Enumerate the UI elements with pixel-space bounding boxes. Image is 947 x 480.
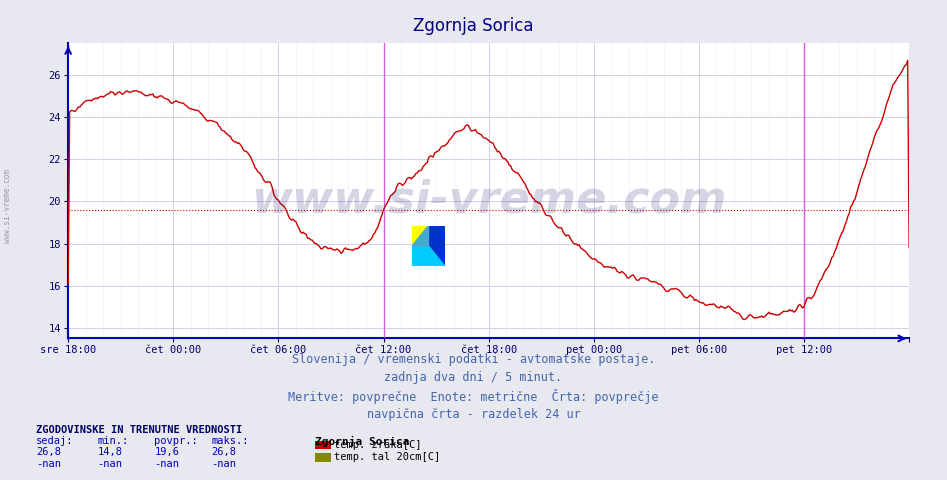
- Polygon shape: [412, 246, 428, 266]
- Text: -nan: -nan: [211, 459, 236, 469]
- Polygon shape: [412, 226, 428, 246]
- Text: 14,8: 14,8: [98, 447, 122, 457]
- Text: -nan: -nan: [36, 459, 61, 469]
- Text: 26,8: 26,8: [36, 447, 61, 457]
- Text: Zgornja Sorica: Zgornja Sorica: [315, 436, 410, 447]
- Text: maks.:: maks.:: [211, 436, 249, 446]
- Text: -nan: -nan: [98, 459, 122, 469]
- Text: www.si-vreme.com: www.si-vreme.com: [251, 178, 726, 221]
- Text: -nan: -nan: [154, 459, 179, 469]
- Text: min.:: min.:: [98, 436, 129, 446]
- Text: Slovenija / vremenski podatki - avtomatske postaje.: Slovenija / vremenski podatki - avtomats…: [292, 353, 655, 366]
- Polygon shape: [428, 226, 445, 266]
- Text: temp. tal 20cm[C]: temp. tal 20cm[C]: [334, 453, 440, 462]
- Polygon shape: [428, 246, 445, 266]
- Text: www.si-vreme.com: www.si-vreme.com: [3, 169, 12, 243]
- Text: navpična črta - razdelek 24 ur: navpična črta - razdelek 24 ur: [366, 408, 581, 420]
- Text: sedaj:: sedaj:: [36, 436, 74, 446]
- Text: ZGODOVINSKE IN TRENUTNE VREDNOSTI: ZGODOVINSKE IN TRENUTNE VREDNOSTI: [36, 425, 242, 435]
- Text: povpr.:: povpr.:: [154, 436, 198, 446]
- Text: Meritve: povprečne  Enote: metrične  Črta: povprečje: Meritve: povprečne Enote: metrične Črta:…: [288, 389, 659, 404]
- Text: temp. zraka[C]: temp. zraka[C]: [334, 440, 421, 450]
- Text: zadnja dva dni / 5 minut.: zadnja dva dni / 5 minut.: [384, 371, 563, 384]
- Text: 26,8: 26,8: [211, 447, 236, 457]
- Polygon shape: [412, 226, 428, 246]
- Text: Zgornja Sorica: Zgornja Sorica: [413, 17, 534, 35]
- Text: 19,6: 19,6: [154, 447, 179, 457]
